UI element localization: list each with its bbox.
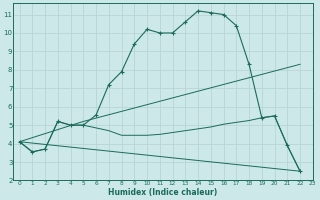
X-axis label: Humidex (Indice chaleur): Humidex (Indice chaleur) bbox=[108, 188, 218, 197]
